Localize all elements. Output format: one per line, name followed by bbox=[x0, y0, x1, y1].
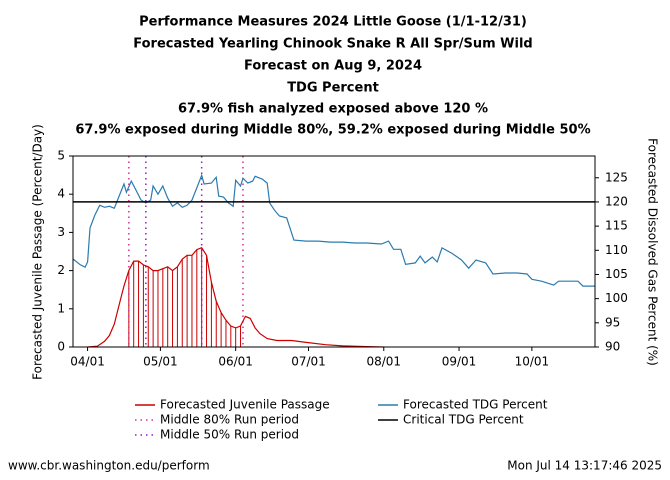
x-tick-label: 05/01 bbox=[143, 355, 178, 369]
y2-tick-label: 105 bbox=[605, 267, 628, 281]
y-tick-label: 3 bbox=[57, 225, 65, 239]
y2-tick-label: 110 bbox=[605, 243, 628, 257]
x-tick-label: 06/01 bbox=[218, 355, 253, 369]
y2-tick-label: 90 bbox=[605, 340, 620, 354]
y-axis-label: Forecasted Juvenile Passage (Percent/Day… bbox=[31, 124, 45, 380]
x-tick-label: 04/01 bbox=[70, 355, 105, 369]
legend-label: Middle 80% Run period bbox=[160, 413, 299, 427]
x-tick-label: 08/01 bbox=[366, 355, 401, 369]
chart-title: TDG Percent bbox=[287, 81, 379, 96]
y-tick-label: 4 bbox=[57, 187, 65, 201]
footer-url: www.cbr.washington.edu/perform bbox=[8, 459, 210, 473]
series-line bbox=[72, 173, 595, 287]
chart-title: Forecast on Aug 9, 2024 bbox=[244, 59, 422, 74]
y-tick-label: 5 bbox=[57, 149, 65, 163]
y-tick-label: 2 bbox=[57, 263, 65, 277]
y2-tick-label: 115 bbox=[605, 219, 628, 233]
chart-title: 67.9% exposed during Middle 80%, 59.2% e… bbox=[75, 123, 590, 138]
y-tick-label: 1 bbox=[57, 301, 65, 315]
x-tick-label: 10/01 bbox=[515, 355, 550, 369]
legend-label: Middle 50% Run period bbox=[160, 428, 299, 442]
y2-tick-label: 100 bbox=[605, 291, 628, 305]
y-tick-label: 0 bbox=[57, 340, 65, 354]
legend-label: Critical TDG Percent bbox=[403, 413, 524, 427]
y2-axis-label: Forecasted Dissolved Gas Percent (%) bbox=[646, 138, 660, 366]
chart-title: Performance Measures 2024 Little Goose (… bbox=[139, 15, 527, 30]
y2-tick-label: 95 bbox=[605, 315, 620, 329]
chart-title: Forecasted Yearling Chinook Snake R All … bbox=[133, 37, 533, 52]
legend-label: Forecasted Juvenile Passage bbox=[160, 398, 330, 412]
x-tick-label: 09/01 bbox=[442, 355, 477, 369]
y2-tick-label: 120 bbox=[605, 194, 628, 208]
legend-label: Forecasted TDG Percent bbox=[403, 398, 548, 412]
plot-frame bbox=[72, 155, 596, 348]
footer-timestamp: Mon Jul 14 13:17:46 2025 bbox=[507, 459, 662, 473]
x-tick-label: 07/01 bbox=[291, 355, 326, 369]
chart-title: 67.9% fish analyzed exposed above 120 % bbox=[178, 102, 488, 117]
series-line bbox=[87, 246, 384, 348]
y2-tick-label: 125 bbox=[605, 170, 628, 184]
